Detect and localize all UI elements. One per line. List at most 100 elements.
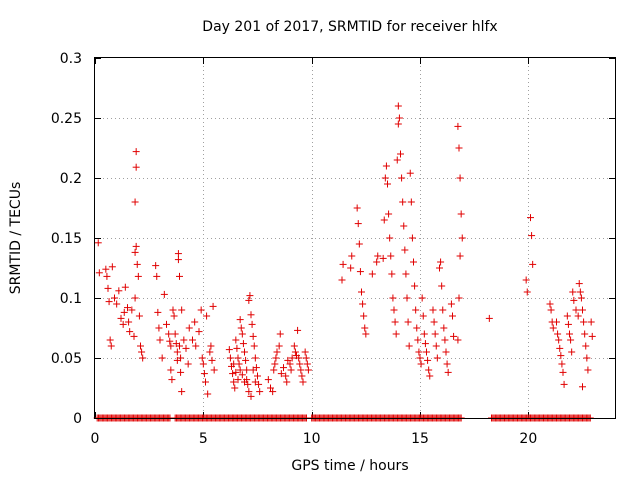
data-point-marker [420,330,428,338]
data-point-marker [433,354,441,362]
data-point-marker [295,354,303,362]
data-point-marker [283,378,291,386]
data-point-marker [557,352,565,360]
data-point-marker [429,306,437,314]
data-point-marker [139,354,147,362]
y-tick-label: 0.25 [51,111,82,127]
data-point-marker [125,318,133,326]
data-point-marker [132,163,140,171]
data-point-marker [398,174,406,182]
data-point-marker [567,336,575,344]
y-axis-label: SRMTID / TECUs [8,182,24,295]
data-point-marker [587,318,595,326]
data-point-marker [395,114,403,122]
data-point-marker [424,356,432,364]
data-point-marker [171,330,179,338]
y-tick-labels: 0 0.05 0.1 0.15 0.2 0.25 0.3 [51,51,82,427]
data-point-marker [301,348,309,356]
data-point-marker [95,269,103,277]
data-point-marker [247,311,255,319]
data-point-marker [132,242,140,250]
y-tick-label: 0.05 [51,351,82,367]
data-point-marker [355,240,363,248]
x-tick-label: 20 [519,431,537,447]
data-point-marker [404,318,412,326]
data-point-marker [582,342,590,350]
data-point-marker [399,198,407,206]
data-point-marker [339,260,347,268]
data-point-marker [529,260,537,268]
data-point-marker [381,174,389,182]
data-point-marker [354,220,362,228]
data-point-marker [117,314,125,322]
data-point-marker [385,210,393,218]
data-point-marker [280,364,287,372]
data-point-marker [231,384,239,392]
data-point-marker [394,120,402,128]
data-point-marker [234,354,242,362]
data-point-marker [282,372,290,380]
data-point-marker [575,280,583,288]
data-point-marker [581,330,589,338]
data-point-marker [189,336,196,344]
x-tick-label: 0 [91,431,100,447]
data-point-marker [108,263,116,271]
data-point-marker [388,270,396,278]
data-point-marker [247,392,255,400]
data-point-marker [176,272,183,280]
data-point-marker [454,336,462,344]
data-point-marker [297,366,305,374]
data-point-marker [455,294,463,302]
data-point-marker [200,370,208,378]
data-point-marker [184,360,192,368]
data-point-marker [120,308,128,316]
data-point-marker [447,300,455,308]
data-point-marker [249,332,257,340]
data-point-marker [242,356,250,364]
data-point-marker [104,284,112,292]
data-point-marker [554,330,562,338]
data-point-marker [374,252,382,260]
data-point-marker [130,332,138,340]
data-point-marker [103,272,111,280]
data-point-marker [198,354,206,362]
data-point-marker [443,360,451,368]
data-point-marker [419,312,427,320]
data-point-marker [158,354,166,362]
data-point-marker [580,318,588,326]
data-point-marker [410,258,417,266]
data-point-marker [379,254,387,262]
data-points [94,102,596,400]
data-point-marker [241,378,248,386]
data-point-marker [135,312,143,320]
data-point-marker [454,122,462,130]
grid-lines [95,58,615,418]
data-point-marker [178,306,186,314]
data-point-marker [402,270,410,278]
x-tick-labels: 0 5 10 15 20 [91,431,538,447]
data-point-marker [226,354,234,362]
data-point-marker [137,342,144,350]
data-point-marker [415,348,423,356]
data-point-marker [414,336,422,344]
data-point-marker [416,354,424,362]
data-point-marker [132,148,140,156]
data-point-marker [199,360,207,368]
data-point-marker [296,360,304,368]
data-point-marker [444,368,452,376]
data-point-marker [406,169,414,177]
data-point-marker [380,216,388,224]
data-point-marker [272,354,280,362]
data-point-marker [209,302,217,310]
data-point-marker [111,294,118,302]
data-point-marker [574,312,582,320]
data-point-marker [154,308,162,316]
data-point-marker [387,252,395,260]
data-point-marker [241,348,248,356]
data-point-marker [455,144,463,152]
data-point-marker [373,258,381,266]
data-point-marker [202,378,209,386]
data-point-marker [584,366,592,374]
data-point-marker [425,366,433,374]
data-point-marker [249,366,257,374]
